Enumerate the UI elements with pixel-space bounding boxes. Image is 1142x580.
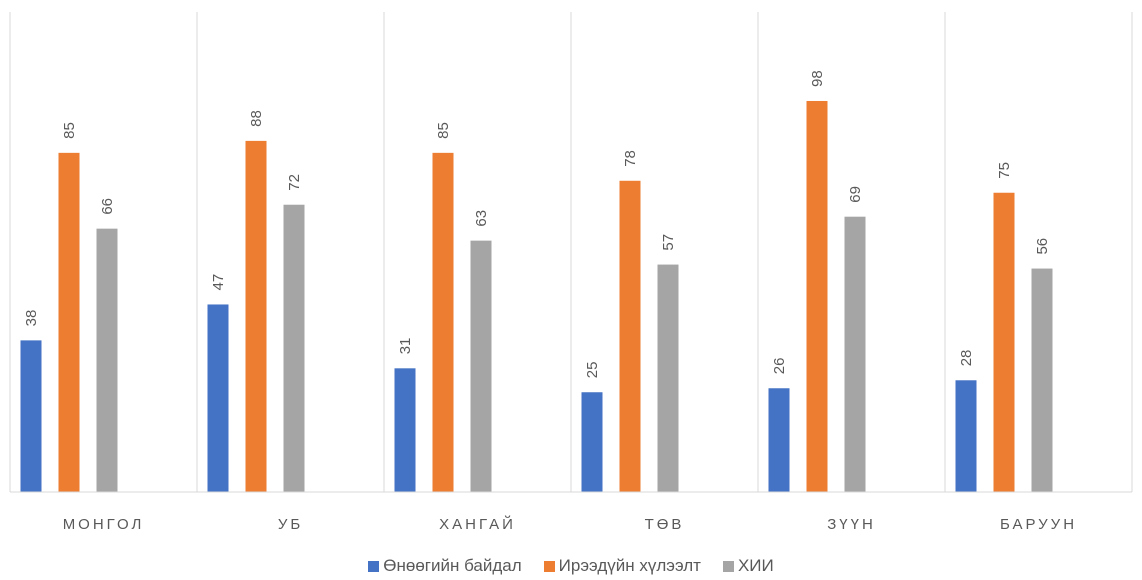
- bar: [58, 152, 80, 492]
- bar: [993, 192, 1015, 492]
- bar: [432, 152, 454, 492]
- legend-item: Ирээдүйн хүлээлт: [543, 556, 701, 576]
- data-label: 85: [435, 122, 452, 139]
- bar: [768, 388, 790, 492]
- bar: [1031, 268, 1053, 492]
- data-label: 98: [809, 70, 826, 87]
- category-label: БАРУУН: [1000, 516, 1077, 533]
- bar: [657, 264, 679, 492]
- bar: [20, 340, 42, 492]
- legend-item: ХИИ: [722, 556, 774, 576]
- data-label: 63: [473, 210, 490, 227]
- data-label: 72: [286, 174, 303, 191]
- data-label: 31: [397, 338, 414, 355]
- category-label: ТӨВ: [645, 516, 685, 533]
- bar: [470, 240, 492, 492]
- data-label: 47: [210, 274, 227, 291]
- bar: [581, 392, 603, 492]
- legend: Өнөөгийн байдал Ирээдүйн хүлээлт ХИИ: [0, 556, 1142, 580]
- legend-label: Өнөөгийн байдал: [383, 556, 522, 575]
- data-label: 78: [622, 150, 639, 167]
- bar: [844, 216, 866, 492]
- data-label: 69: [847, 186, 864, 203]
- category-label: ХАНГАЙ: [439, 515, 516, 533]
- legend-label: Ирээдүйн хүлээлт: [558, 556, 701, 575]
- bar: [207, 304, 229, 492]
- data-label: 75: [996, 162, 1013, 179]
- bar: [806, 100, 828, 492]
- category-label: УБ: [278, 516, 303, 533]
- data-label: 38: [23, 310, 40, 327]
- bar-chart-svg: 38 85 66 МОНГОЛ 47 88 72 УБ 31 85 63 ХАНГАЙ 25 78 57 ТӨ…: [9, 12, 1133, 533]
- data-label: 25: [584, 362, 601, 379]
- data-label: 28: [958, 350, 975, 367]
- legend-swatch: [543, 560, 555, 572]
- category-label: МОНГОЛ: [63, 516, 145, 533]
- legend-label: ХИИ: [737, 556, 774, 575]
- bar: [619, 180, 641, 492]
- data-label: 57: [660, 234, 677, 251]
- legend-swatch: [722, 560, 734, 572]
- bar: [245, 140, 267, 492]
- data-label: 56: [1034, 238, 1051, 255]
- legend-item: Өнөөгийн байдал: [368, 556, 522, 576]
- category-label: ЗҮҮН: [827, 516, 876, 533]
- legend-swatch: [368, 560, 380, 572]
- data-label: 26: [771, 358, 788, 375]
- bar: [96, 228, 118, 492]
- data-label: 66: [99, 198, 116, 215]
- data-label: 88: [248, 110, 265, 127]
- bar: [394, 368, 416, 492]
- data-label: 85: [61, 122, 78, 139]
- bar: [283, 204, 305, 492]
- bar: [955, 380, 977, 492]
